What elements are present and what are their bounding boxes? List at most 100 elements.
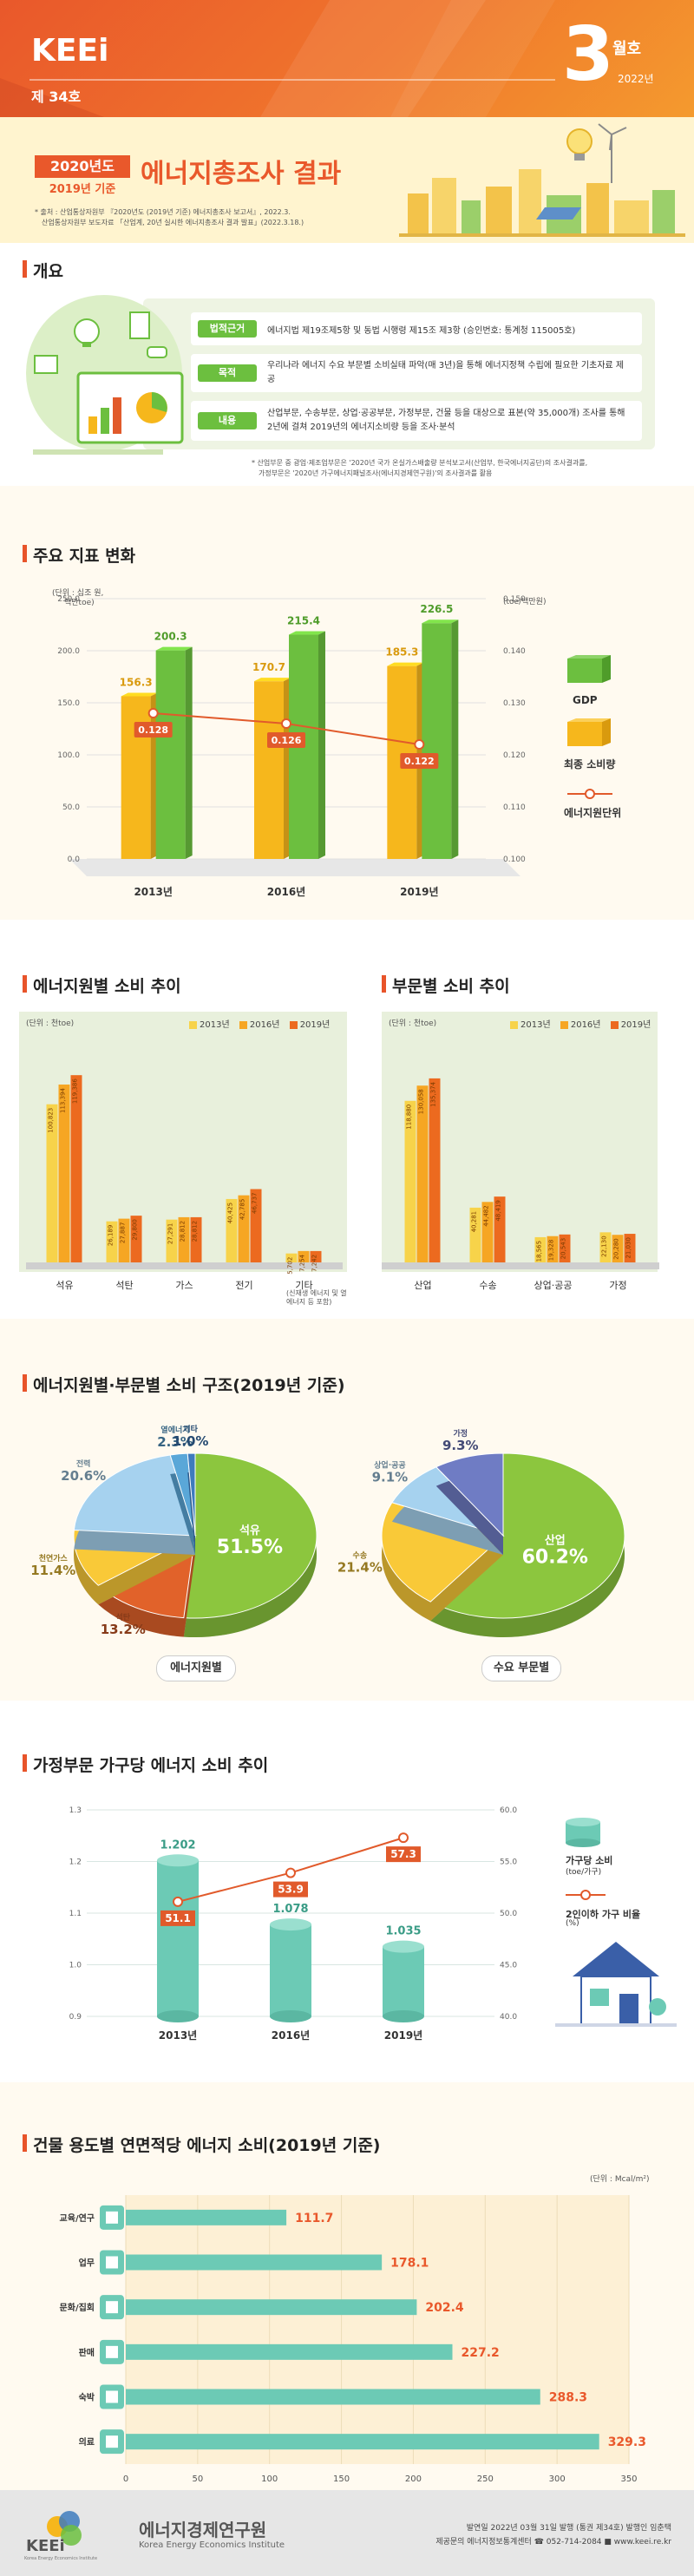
sector-value-label: 40,281: [471, 1211, 478, 1233]
legend-final: 최종 소비량: [564, 758, 616, 770]
indicators-right-unit: (toe/백만원): [503, 598, 547, 606]
household-bar-top: [383, 1940, 424, 1953]
source-value-label: 28,812: [180, 1221, 187, 1242]
pie-slice-label: 기타: [183, 1424, 198, 1434]
wind-turbine-icon: [598, 123, 627, 183]
x-tick-label: 250: [477, 2474, 494, 2484]
y2-tick-label: 55.0: [500, 1858, 517, 1867]
source-line-1: * 출처 : 산업통상자원부 『2020년도 (2019년 기준) 에너지총조사…: [35, 208, 291, 216]
x-tick-label: 350: [620, 2474, 637, 2484]
sector-bar: [534, 1236, 547, 1262]
pie-slice-value: 60.2%: [522, 1546, 588, 1568]
gdp-bar: [155, 650, 186, 859]
building-category-label: 문화/집회: [60, 2302, 95, 2313]
x-tick-label: 0: [123, 2474, 128, 2484]
source-bar: [178, 1216, 190, 1262]
x-tick-label: 150: [333, 2474, 350, 2484]
overview-row-legal: 법적근거 에너지법 제19조제5항 및 동법 시행령 제15조 제3항 (승인번…: [191, 312, 642, 345]
pie-slice-value: 51.5%: [217, 1537, 283, 1558]
final-bar-top: [387, 662, 424, 666]
building-bar: [126, 2343, 453, 2360]
gdp-bar-side: [318, 631, 325, 859]
pie-slice-value: 9.1%: [372, 1469, 409, 1485]
pie-slice-label: 천연가스: [39, 1553, 69, 1563]
pie-slice-value: 21.4%: [337, 1560, 383, 1576]
overview-text-content: 산업부문, 수송부문, 상업·공공부문, 가정부문, 건물 등을 대상으로 표본…: [267, 409, 625, 432]
plot-background: [126, 2195, 629, 2464]
x-tick-label: 50: [192, 2474, 203, 2484]
y2-tick-label: 0.150: [503, 595, 526, 604]
month-word: 월호: [612, 40, 642, 58]
indicators-chart: 0.0 50.0 100.0 150.0 200.0 250.0 0.100 0.110 0.1…: [57, 595, 526, 898]
pie2-caption: 수요 부문별: [481, 1655, 561, 1681]
sector-legend-2013: 2013년: [520, 1020, 551, 1030]
building-category-label: 업무: [79, 2258, 95, 2269]
y-tick-label: 1.2: [69, 1858, 82, 1867]
pie-slice-label: 수송: [353, 1550, 368, 1561]
sector-value-label: 118,880: [406, 1104, 413, 1130]
pie-slice: [73, 1454, 196, 1537]
x-category-label: 2016년: [267, 886, 305, 898]
final-bar-top: [254, 678, 291, 682]
gdp-bar-top: [422, 619, 459, 624]
source-value-label: 113,394: [60, 1087, 67, 1112]
source-legend: 2013년 2016년 2019년: [182, 1017, 330, 1030]
source-other-note: (신재생 에너지 및 열에너지 등 포함): [286, 1289, 347, 1306]
lightbulb-icon: [566, 128, 593, 161]
pie-slice-label: 석유: [239, 1524, 260, 1537]
sector-bar: [404, 1100, 416, 1262]
sector-bar: [416, 1085, 429, 1262]
building-bar: [126, 2434, 599, 2450]
sector-category-label: 가정: [609, 1280, 626, 1291]
sector-bar: [624, 1234, 636, 1262]
legend-ratio-swatch: [566, 1890, 606, 1900]
source-chart: 100,823 113,394 119,386 석유 26,189 27,887 29,80…: [26, 1075, 343, 1291]
building-value-label: 288.3: [549, 2391, 587, 2405]
brand-logo: KEEi: [31, 33, 109, 69]
x-tick-label: 200: [405, 2474, 422, 2484]
y-tick-label: 0.0: [68, 855, 81, 864]
ratio-value-label: 57.3: [390, 1848, 416, 1860]
indicators-left-unit-2: 백만toe): [64, 599, 95, 607]
sector-legend-2016: 2016년: [570, 1020, 601, 1030]
source-bar: [106, 1221, 118, 1262]
sector-bar: [481, 1202, 494, 1262]
y-tick-label: 200.0: [57, 647, 80, 656]
source-bar: [238, 1195, 250, 1262]
pie-slice-value: 11.4%: [30, 1563, 75, 1578]
y-tick-label: 50.0: [62, 803, 80, 812]
pie-slice-label: 석탄: [115, 1612, 130, 1622]
final-value-label: 170.7: [252, 661, 285, 673]
intensity-value-label: 0.126: [272, 735, 302, 746]
footer: KEEi Korea Energy Economics Institute 에너…: [0, 2490, 694, 2576]
sector-legend-2019-swatch: [610, 1020, 619, 1029]
building-title: 건물 용도별 연면적당 에너지 소비(2019년 기준): [22, 2133, 380, 2156]
gdp-value-label: 226.5: [420, 603, 453, 615]
building-category-label: 교육/연구: [60, 2212, 95, 2224]
source-unit: (단위 : 천toe): [26, 1019, 75, 1028]
household-title: 가정부문 가구당 에너지 소비 추이: [22, 1753, 268, 1776]
source-value-label: 27,887: [120, 1222, 127, 1244]
overview-row-purpose: 목적 우리나라 에너지 수요 부문별 소비실태 파악(매 3년)을 통해 에너지…: [191, 354, 642, 392]
source-value-label: 100,823: [48, 1108, 55, 1133]
household-bar: [383, 1946, 424, 2016]
house-icon: [555, 1942, 677, 2027]
sector-legend: 2013년 2016년 2019년: [503, 1017, 651, 1030]
gdp-bar: [422, 623, 452, 859]
source-value-label: 28,812: [192, 1221, 199, 1242]
sector-bar: [599, 1232, 612, 1262]
overview-tag-content: 내용: [198, 412, 257, 429]
legend-household-unit: (toe/가구): [566, 1868, 602, 1877]
sector-bar: [494, 1196, 506, 1262]
y-tick-label: 100.0: [57, 751, 80, 760]
city-illustration: [399, 123, 685, 237]
overview-tag-purpose: 목적: [198, 364, 257, 382]
building-value-label: 202.4: [425, 2301, 464, 2315]
overview-row-content: 내용 산업부문, 수송부문, 상업·공공부문, 가정부문, 건물 등을 대상으로…: [191, 401, 642, 441]
legend-gdp-swatch: [567, 655, 611, 683]
month-number: 3: [562, 11, 614, 98]
ratio-point: [173, 1896, 183, 1907]
pie-slice: [183, 1452, 318, 1619]
y-tick-label: 1.1: [69, 1910, 82, 1918]
